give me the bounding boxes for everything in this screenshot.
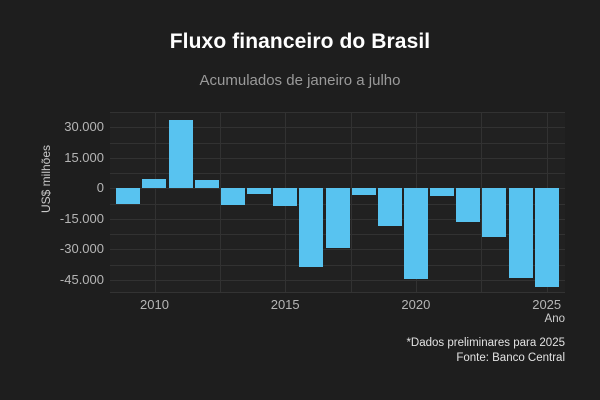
x-tick-label: 2015	[270, 297, 300, 312]
y-tick-label: 15.000	[64, 149, 104, 165]
x-tick-label: 2020	[401, 297, 431, 312]
bar	[325, 188, 350, 249]
gridline-vertical	[154, 112, 156, 292]
bar	[508, 188, 533, 278]
footnote-preliminary: *Dados preliminares para 2025	[406, 337, 565, 349]
y-tick-label: -30.000	[59, 241, 104, 257]
gridline-vertical	[350, 112, 352, 292]
bar	[142, 179, 167, 189]
y-tick-label: 30.000	[64, 119, 104, 135]
gridline-horizontal	[110, 142, 565, 144]
bar	[194, 180, 219, 189]
bar	[299, 188, 324, 267]
x-axis-line	[110, 292, 565, 293]
bar	[273, 188, 298, 206]
bar	[377, 188, 402, 226]
y-axis-tick-labels: 30.000 15.000 0 -15.000 -30.000 -45.000	[36, 0, 104, 400]
chart-subtitle: Acumulados de janeiro a julho	[199, 72, 401, 89]
gridline-vertical	[219, 112, 221, 292]
gridline-vertical	[481, 112, 483, 292]
footnote-source: Fonte: Banco Central	[456, 352, 565, 364]
gridline-horizontal	[110, 112, 565, 113]
gridline-horizontal	[110, 173, 565, 174]
y-tick-label: -15.000	[59, 210, 104, 226]
x-tick-label: 2025	[532, 297, 562, 312]
y-tick-label: 0	[96, 180, 104, 196]
bar	[116, 188, 141, 204]
bar	[351, 188, 376, 196]
plot-area	[110, 112, 565, 292]
bar	[247, 188, 272, 195]
bar	[430, 188, 455, 197]
gridline-horizontal	[110, 264, 565, 266]
y-tick-label: -45.000	[59, 271, 104, 287]
chart-footnotes: *Dados preliminares para 2025 Fonte: Ban…	[265, 336, 565, 366]
bar	[482, 188, 507, 238]
bar	[168, 120, 193, 189]
chart-title: Fluxo financeiro do Brasil	[169, 30, 431, 53]
x-axis-label: Ano	[544, 313, 565, 325]
bar	[534, 188, 559, 287]
gridline-horizontal	[110, 157, 565, 159]
bar	[403, 188, 428, 279]
gridline-horizontal	[110, 127, 565, 129]
x-tick-label: 2010	[140, 297, 169, 312]
bar	[456, 188, 481, 222]
gridline-horizontal	[110, 279, 565, 281]
bar	[220, 188, 245, 205]
gridline-horizontal	[110, 249, 565, 251]
